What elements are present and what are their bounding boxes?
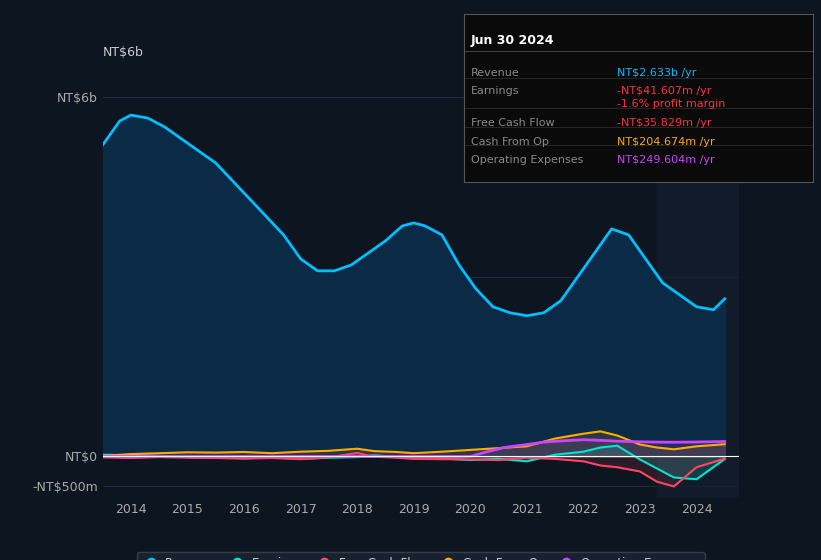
Bar — [657, 67, 739, 498]
Text: Earnings: Earnings — [471, 86, 520, 96]
Text: NT$204.674m /yr: NT$204.674m /yr — [617, 137, 715, 147]
Text: Revenue: Revenue — [471, 68, 520, 78]
Text: Operating Expenses: Operating Expenses — [471, 155, 583, 165]
Text: NT$2.633b /yr: NT$2.633b /yr — [617, 68, 697, 78]
Text: -1.6% profit margin: -1.6% profit margin — [617, 99, 726, 109]
Text: Jun 30 2024: Jun 30 2024 — [471, 34, 554, 47]
Text: NT$249.604m /yr: NT$249.604m /yr — [617, 155, 715, 165]
Legend: Revenue, Earnings, Free Cash Flow, Cash From Op, Operating Expenses: Revenue, Earnings, Free Cash Flow, Cash … — [137, 552, 704, 560]
Text: Free Cash Flow: Free Cash Flow — [471, 118, 554, 128]
Text: -NT$41.607m /yr: -NT$41.607m /yr — [617, 86, 712, 96]
Text: NT$6b: NT$6b — [103, 45, 144, 59]
Text: -NT$35.829m /yr: -NT$35.829m /yr — [617, 118, 712, 128]
Text: Cash From Op: Cash From Op — [471, 137, 548, 147]
